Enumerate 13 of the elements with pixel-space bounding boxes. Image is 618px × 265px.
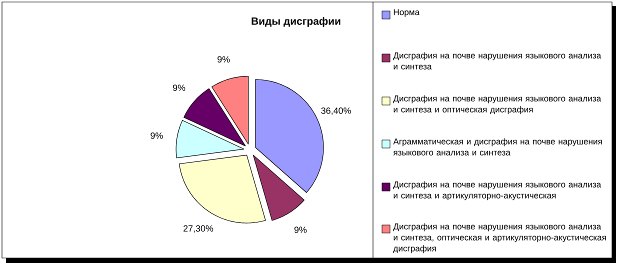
data-label: 9% xyxy=(172,84,186,91)
legend-label: Дисграфия на почве нарушения языкового анализа и синтеза и оптическая дисграфия xyxy=(393,95,602,114)
legend-label: Дисграфия на почве нарушения языкового анализа и синтеза xyxy=(393,52,602,70)
text: Виды дисграфии xyxy=(252,17,340,27)
data-label: 9% xyxy=(218,56,230,63)
data-label: 27,30% xyxy=(184,225,214,233)
data-label: 36,40% xyxy=(321,107,351,115)
legend-label: Дисграфия на почве нарушения языкового анализа и синтеза, оптическая и артикуляторно-акустическая дисграфия xyxy=(393,223,606,254)
data-label: 9% xyxy=(150,132,163,139)
data-label: 9% xyxy=(294,226,307,233)
legend-label: Аграмматическая и дисграфия на почве нарушения языкового анализа и синтеза xyxy=(393,138,602,156)
legend-label: Норма xyxy=(394,9,420,17)
legend-label: Дисграфия на почве нарушения языкового анализа и синтеза и артикуляторно-акустическая xyxy=(393,181,602,200)
